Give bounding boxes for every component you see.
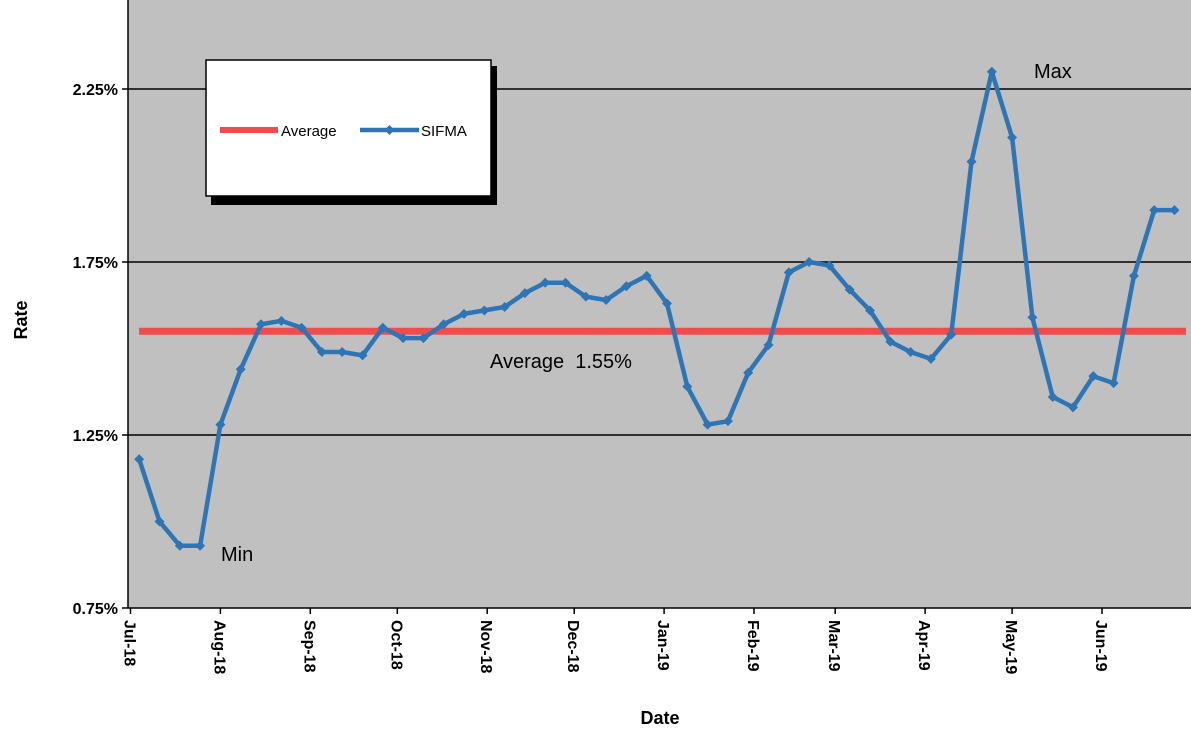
legend: Average SIFMA (205, 59, 497, 205)
sifma-data-point (296, 322, 307, 333)
sifma-data-point (357, 350, 368, 361)
sifma-data-point (865, 305, 875, 316)
y-axis-ticks: 0.75% 1.25% 1.75% 2.25% (73, 82, 128, 618)
x-tick-label: Dec-18 (564, 620, 581, 673)
y-tick-label: 1.75% (73, 255, 118, 272)
sifma-data-point (662, 298, 672, 309)
sifma-data-point (438, 319, 449, 330)
sifma-data-point (276, 315, 287, 326)
sifma-data-point (418, 333, 429, 344)
annotation-min: Min (221, 544, 253, 566)
sifma-data-point (499, 301, 510, 312)
x-tick-label: Nov-18 (477, 620, 494, 673)
sifma-data-point (134, 454, 145, 465)
sifma-data-point (1149, 205, 1160, 216)
sifma-data-point (1068, 402, 1078, 413)
x-tick-label: Jan-19 (654, 620, 671, 671)
sifma-data-point (195, 540, 206, 551)
x-tick-label: Jun-19 (1092, 620, 1109, 672)
sifma-data-point (174, 540, 185, 551)
sifma-data-point (946, 329, 957, 340)
sifma-series-line (137, 69, 1175, 548)
sifma-data-point (783, 267, 794, 278)
sifma-data-point (925, 353, 936, 364)
sifma-data-point (682, 381, 693, 392)
sifma-data-point (966, 156, 977, 167)
sifma-data-point (844, 284, 855, 295)
y-tick-label: 1.25% (73, 428, 118, 445)
x-axis-title: Date (640, 708, 679, 728)
sifma-data-point (256, 319, 266, 330)
x-tick-label: Sep-18 (300, 620, 317, 673)
legend-sifma-label: SIFMA (421, 123, 467, 140)
sifma-data-point (1108, 378, 1119, 389)
sifma-data-point (722, 416, 733, 427)
annotation-max: Max (1034, 61, 1072, 83)
sifma-data-point (824, 260, 835, 271)
sifma-data-point (885, 336, 896, 347)
x-tick-label: Apr-19 (915, 620, 932, 671)
x-tick-label: Oct-18 (387, 620, 404, 670)
sifma-data-point (641, 270, 652, 281)
sifma-data-point (560, 277, 571, 288)
sifma-data-point (621, 281, 632, 292)
sifma-data-point (316, 346, 327, 357)
sifma-data-point (702, 419, 713, 430)
x-axis-ticks: Jul-18 Aug-18 Sep-18 Oct-18 Nov-18 Dec-18 Jan-… (121, 608, 1109, 674)
sifma-data-point (337, 346, 348, 357)
x-tick-label: May-19 (1002, 620, 1019, 674)
sifma-data-point (905, 346, 916, 357)
y-axis-title: Rate (11, 300, 31, 339)
sifma-data-point (235, 364, 246, 375)
sifma-data-point (1027, 312, 1038, 323)
annotation-average: Average 1.55% (490, 351, 632, 373)
sifma-data-point (1088, 371, 1099, 382)
sifma-data-point (804, 257, 815, 267)
sifma-data-point (479, 305, 490, 316)
sifma-data-point (1047, 391, 1058, 402)
sifma-data-point (601, 295, 612, 306)
y-tick-label: 2.25% (73, 82, 118, 99)
y-tick-label: 0.75% (73, 601, 118, 618)
legend-average-label: Average (281, 123, 337, 140)
sifma-data-point (763, 340, 774, 351)
sifma-series-points (134, 66, 1180, 551)
sifma-data-point (398, 333, 409, 344)
sifma-data-point (986, 66, 997, 77)
sifma-data-point (459, 308, 469, 319)
sifma-data-point (377, 322, 388, 333)
sifma-data-point (154, 516, 165, 527)
sifma-data-point (519, 288, 530, 299)
sifma-data-point (215, 419, 226, 430)
sifma-data-point (1007, 132, 1018, 143)
sifma-data-point (580, 291, 591, 302)
sifma-data-point (1128, 270, 1139, 281)
sifma-data-point (540, 277, 551, 288)
sifma-data-point (743, 367, 754, 378)
x-tick-label: Mar-19 (825, 620, 842, 672)
x-tick-label: Feb-19 (744, 620, 761, 672)
sifma-data-point (1169, 205, 1180, 216)
x-tick-label: Jul-18 (121, 620, 138, 666)
x-tick-label: Aug-18 (210, 620, 227, 674)
legend-sifma-marker (384, 125, 395, 135)
